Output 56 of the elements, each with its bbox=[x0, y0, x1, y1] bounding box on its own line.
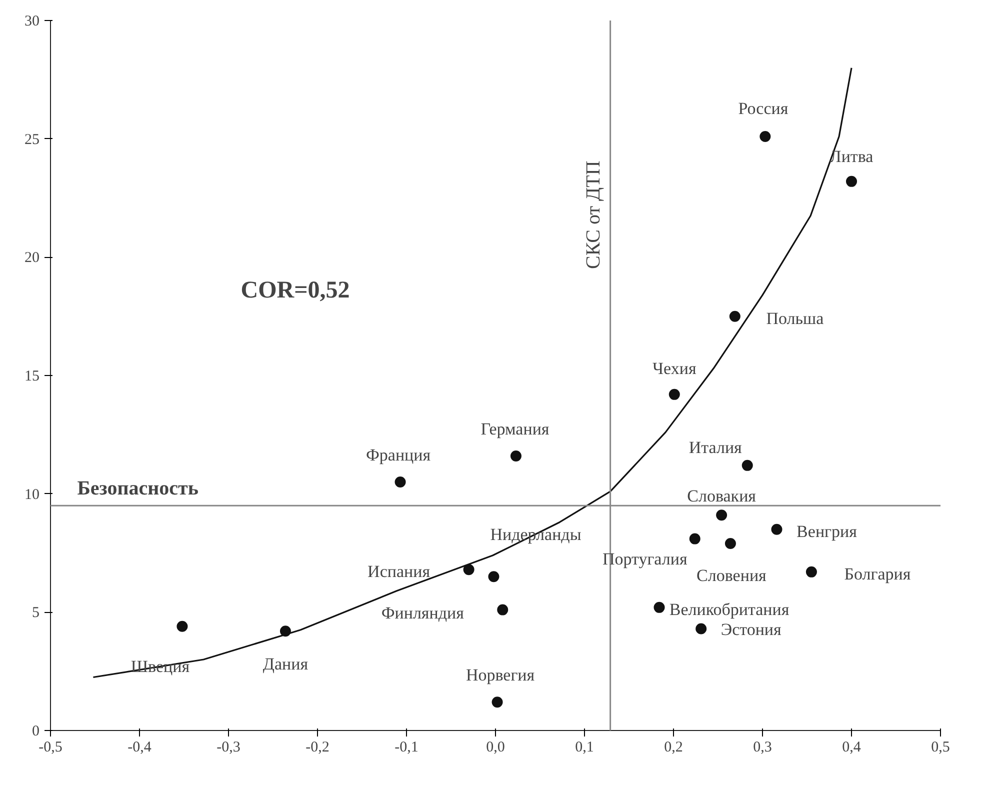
ref-line-label: Безопасность bbox=[77, 478, 199, 500]
annotation: Италия bbox=[688, 438, 742, 457]
annotation: Словения bbox=[696, 566, 767, 586]
y-tick-label: 30 bbox=[24, 14, 40, 30]
annotation: Испания bbox=[368, 562, 430, 582]
point bbox=[488, 571, 500, 582]
annotation: Германия bbox=[480, 419, 550, 438]
x-tick-label: -0,3 bbox=[216, 740, 240, 756]
annotation: COR=0,52 bbox=[240, 277, 350, 304]
x-tick-label: 0,0 bbox=[486, 740, 505, 756]
point bbox=[696, 623, 707, 634]
annotation: Россия bbox=[738, 98, 788, 118]
point bbox=[742, 460, 753, 471]
point bbox=[654, 602, 665, 613]
point bbox=[724, 538, 736, 550]
annotation: Франция bbox=[366, 446, 431, 464]
x-tick-label: 0,1 bbox=[575, 740, 594, 756]
y-tick-label: 25 bbox=[24, 132, 40, 148]
annotation: Великобритания bbox=[669, 600, 790, 619]
annotation: Дания bbox=[262, 654, 308, 674]
ref-line-label: СКС от ДТП bbox=[582, 160, 604, 269]
annotation: Болгария bbox=[844, 564, 911, 584]
annotation: Польша bbox=[766, 308, 824, 328]
x-tick-label: -0,4 bbox=[128, 740, 152, 756]
y-tick-label: 0 bbox=[32, 724, 40, 740]
y-tick-label: 20 bbox=[24, 250, 40, 266]
point bbox=[806, 566, 817, 578]
point bbox=[846, 176, 857, 187]
x-tick-label: 0,2 bbox=[664, 740, 683, 756]
point bbox=[689, 533, 700, 544]
point bbox=[729, 310, 740, 322]
y-tick-label: 10 bbox=[24, 486, 40, 503]
annotation: Венгрия bbox=[796, 522, 858, 541]
x-tick-label: 0,4 bbox=[842, 740, 862, 756]
annotation: Финляндия bbox=[381, 603, 464, 622]
annotation: Норвегия bbox=[466, 666, 535, 685]
annotation: Чехия bbox=[652, 358, 696, 378]
y-tick-label: 15 bbox=[24, 368, 40, 384]
point bbox=[510, 450, 522, 462]
x-tick-label: 0,5 bbox=[931, 740, 950, 756]
point bbox=[771, 524, 782, 535]
point bbox=[716, 510, 728, 521]
point bbox=[497, 604, 508, 616]
point bbox=[492, 696, 503, 708]
x-tick-label: -0,2 bbox=[306, 740, 330, 756]
x-tick-label: -0,5 bbox=[38, 740, 62, 756]
point bbox=[394, 476, 406, 488]
point bbox=[760, 130, 771, 142]
point bbox=[176, 620, 188, 632]
y-tick-label: 5 bbox=[32, 605, 40, 622]
x-tick-label: -0,1 bbox=[394, 740, 418, 756]
point bbox=[668, 388, 680, 400]
point bbox=[463, 564, 474, 576]
x-tick-label: 0,3 bbox=[753, 740, 772, 756]
annotation: Эстония bbox=[720, 620, 782, 640]
annotation: Словакия bbox=[687, 486, 756, 506]
